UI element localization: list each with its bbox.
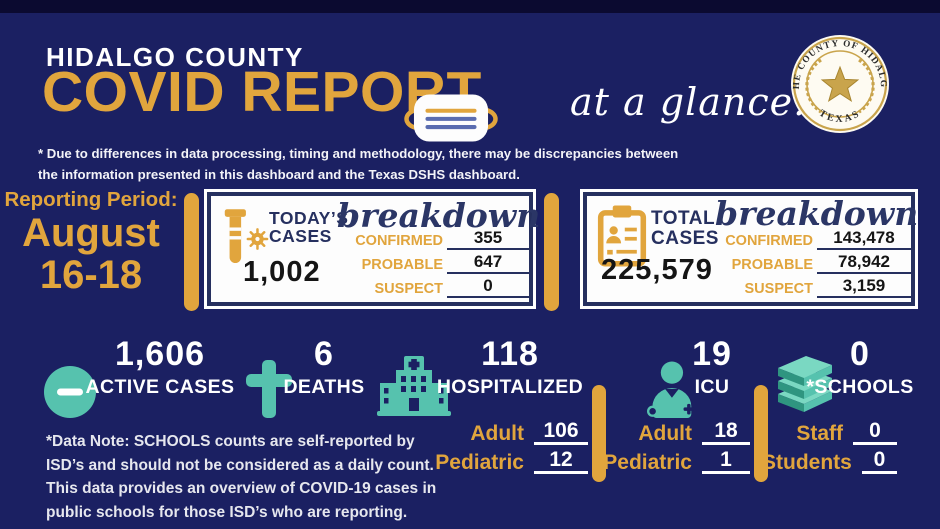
- disclaimer: * Due to differences in data processing,…: [38, 143, 678, 185]
- breakdown-row-value: 3,159: [817, 277, 911, 298]
- icu-breakdown: Adult 18 Pediatric 1: [600, 420, 750, 474]
- reporting-period-days: 16-18: [39, 253, 143, 297]
- data-note: *Data Note: SCHOOLS counts are self-repo…: [46, 430, 436, 524]
- face-mask-icon: [398, 90, 504, 146]
- county-seal-icon: THE COUNTY OF HIDALGO TEXAS: [786, 26, 890, 134]
- data-note-line2: ISD’s and should not be considered as a …: [46, 456, 434, 474]
- breakdown-row-label: PROBABLE: [731, 257, 813, 273]
- row-value: 0: [853, 420, 897, 445]
- total-cases-card: TOTAL CASES 225,579 breakdown CONFIRMED …: [583, 192, 919, 306]
- schools-label: *SCHOOLS: [806, 376, 914, 398]
- breakdown-script-label: breakdown: [337, 196, 541, 235]
- row-label: Pediatric: [603, 451, 692, 474]
- breakdown-row-label: CONFIRMED: [355, 233, 443, 249]
- data-note-line3: This data provides an overview of COVID-…: [46, 480, 437, 497]
- breakdown-row: Adult 106: [400, 420, 588, 445]
- cross-icon: [246, 360, 292, 423]
- active-cases-label: ACTIVE CASES: [85, 376, 235, 398]
- reporting-period: Reporting Period: August 16-18: [0, 188, 182, 296]
- clipboard-icon: [597, 205, 647, 272]
- disclaimer-line1: * Due to differences in data processing,…: [38, 146, 679, 161]
- breakdown-row: PROBABLE 78,942: [731, 253, 911, 274]
- row-value: 106: [534, 420, 588, 445]
- hospital-icon: [377, 356, 451, 421]
- data-note-line1: *Data Note: SCHOOLS counts are self-repo…: [46, 433, 415, 450]
- data-note-line4: public schools for those ISD’s who are r…: [46, 503, 408, 521]
- icu-label: ICU: [694, 376, 730, 398]
- hospitalized-value: 118: [481, 335, 539, 373]
- breakdown-row-label: SUSPECT: [374, 281, 444, 297]
- breakdown-row: CONFIRMED 355: [355, 229, 529, 250]
- doctor-icon: [641, 360, 699, 425]
- divider-bar: [592, 385, 606, 482]
- row-value: 0: [861, 449, 897, 474]
- reporting-period-month: August: [22, 211, 160, 255]
- stat-deaths: 6 DEATHS: [244, 336, 404, 399]
- schools-value: 0: [850, 335, 870, 373]
- row-label: Adult: [638, 422, 692, 445]
- reporting-period-label: Reporting Period:: [4, 188, 178, 211]
- breakdown-row-value: 143,478: [817, 229, 911, 250]
- stat-hospitalized: 118 HOSPITALIZED: [430, 336, 590, 399]
- minus-circle-icon: [44, 366, 96, 423]
- stat-active-cases: 1,606 ACTIVE CASES: [80, 336, 240, 399]
- hospitalized-breakdown: Adult 106 Pediatric 12: [400, 420, 588, 474]
- tagline: at a glance..: [570, 80, 820, 124]
- todays-cases-card: TODAY’S CASES 1,002 breakdown CONFIRMED …: [207, 192, 540, 306]
- deaths-value: 6: [314, 335, 334, 373]
- county-name: HIDALGO COUNTY: [46, 42, 304, 72]
- page-title: COVID REPORT: [42, 60, 482, 124]
- row-value: 1: [702, 449, 750, 474]
- top-strip: [0, 0, 940, 13]
- books-icon: [772, 352, 838, 423]
- breakdown-row: SUSPECT 0: [374, 277, 529, 298]
- breakdown-row: SUSPECT 3,159: [744, 277, 911, 298]
- breakdown-row: CONFIRMED 143,478: [725, 229, 911, 250]
- schools-breakdown: Staff 0 Students 0: [762, 420, 897, 474]
- divider-bar: [754, 385, 768, 482]
- breakdown-row-label: SUSPECT: [744, 281, 814, 297]
- breakdown-row: PROBABLE 647: [361, 253, 529, 274]
- breakdown-row-value: 355: [447, 229, 529, 250]
- breakdown-row-label: PROBABLE: [361, 257, 443, 273]
- breakdown-row: Students 0: [762, 449, 897, 474]
- icu-value: 19: [692, 335, 732, 373]
- deaths-label: DEATHS: [283, 376, 365, 398]
- divider-bar: [544, 193, 559, 311]
- total-cases-value: 225,579: [601, 254, 713, 286]
- todays-cases-label: TODAY’S CASES: [269, 208, 349, 247]
- row-value: 12: [534, 449, 588, 474]
- breakdown-row-value: 647: [447, 253, 529, 274]
- stat-schools: 0 *SCHOOLS: [780, 336, 940, 399]
- test-tube-icon: [219, 208, 269, 275]
- breakdown-row: Pediatric 12: [400, 449, 588, 474]
- active-cases-value: 1,606: [114, 335, 206, 373]
- row-label: Students: [762, 451, 852, 474]
- row-value: 18: [702, 420, 750, 445]
- breakdown-row-label: CONFIRMED: [725, 233, 813, 249]
- todays-cases-value: 1,002: [243, 256, 321, 288]
- breakdown-script-label: breakdown: [715, 194, 919, 233]
- disclaimer-line2: the information presented in this dashbo…: [38, 167, 520, 182]
- total-cases-label: TOTAL CASES: [651, 208, 719, 249]
- hospitalized-label: HOSPITALIZED: [436, 376, 584, 398]
- stat-icu: 19 ICU: [632, 336, 792, 399]
- breakdown-row: Pediatric 1: [600, 449, 750, 474]
- breakdown-row-value: 0: [447, 277, 529, 298]
- row-label: Pediatric: [435, 451, 524, 474]
- breakdown-row: Staff 0: [762, 420, 897, 445]
- seal-star-icon: [820, 65, 860, 103]
- breakdown-row-value: 78,942: [817, 253, 911, 274]
- breakdown-row: Adult 18: [600, 420, 750, 445]
- divider-bar: [184, 193, 199, 311]
- row-label: Adult: [470, 422, 524, 445]
- row-label: Staff: [796, 422, 843, 445]
